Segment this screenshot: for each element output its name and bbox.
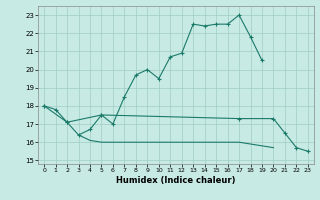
X-axis label: Humidex (Indice chaleur): Humidex (Indice chaleur) <box>116 176 236 185</box>
